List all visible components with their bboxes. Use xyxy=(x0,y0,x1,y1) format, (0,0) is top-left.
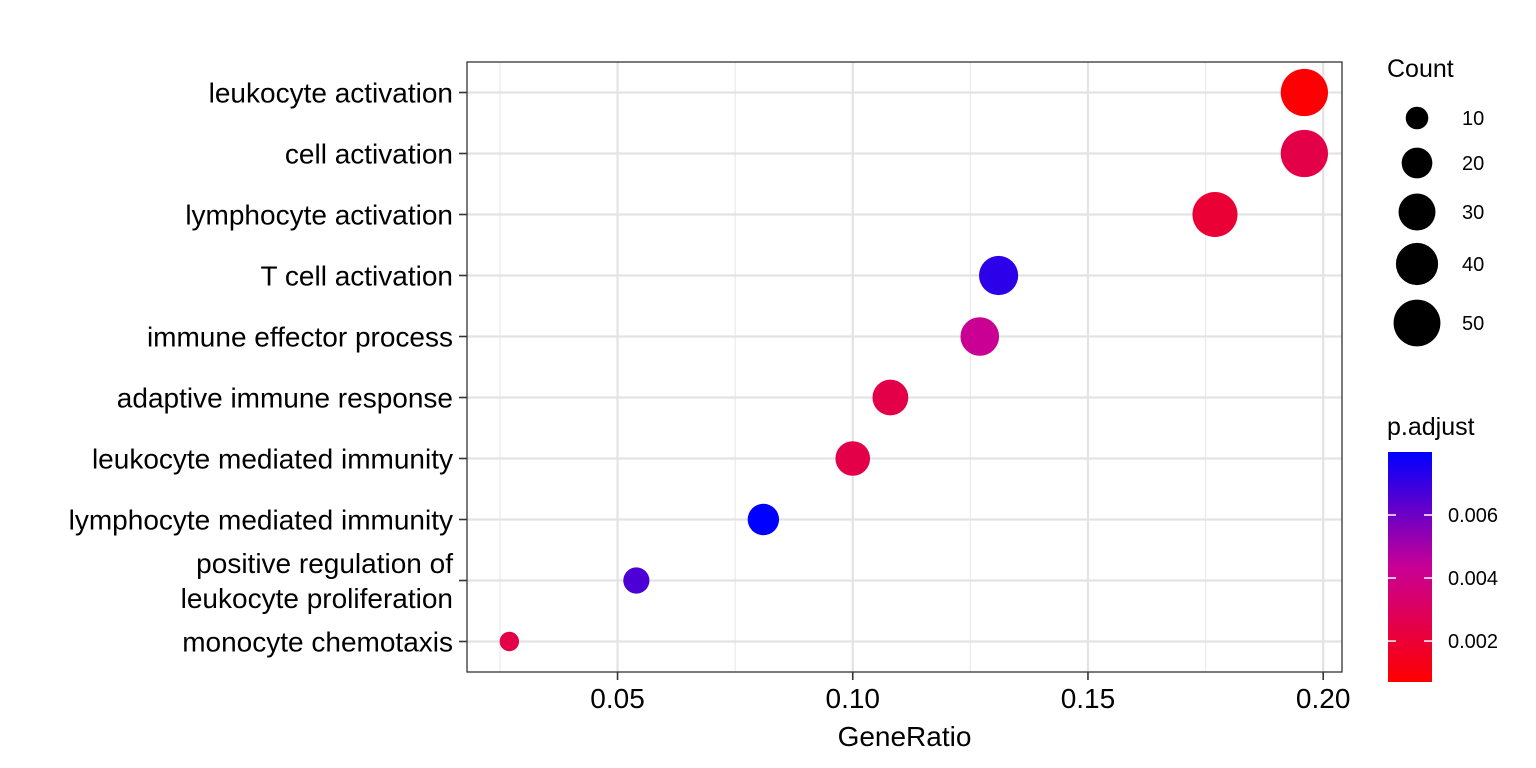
count-legend-label: 10 xyxy=(1462,108,1484,130)
data-point xyxy=(623,567,650,594)
data-point xyxy=(1192,191,1238,238)
data-point xyxy=(1280,129,1329,178)
y-category-label: leukocyte mediated immunity xyxy=(92,444,453,475)
x-tick-label: 0.20 xyxy=(1296,683,1351,714)
x-tick-label: 0.10 xyxy=(826,683,881,714)
y-category-label: lymphocyte activation xyxy=(185,200,453,231)
y-category-label: positive regulation of xyxy=(196,548,453,579)
y-category-label: leukocyte proliferation xyxy=(181,583,453,614)
count-legend-title: Count xyxy=(1387,55,1454,83)
y-axis: leukocyte activation cell activation lymph… xyxy=(69,78,467,658)
data-point xyxy=(1280,68,1329,117)
count-legend-label: 40 xyxy=(1462,254,1484,276)
count-legend-key xyxy=(1398,193,1436,231)
count-legend-key xyxy=(1405,106,1429,130)
y-category-label: monocyte chemotaxis xyxy=(182,627,453,658)
count-legend-label: 20 xyxy=(1462,153,1484,175)
data-point xyxy=(960,317,1000,356)
y-category-label: T cell activation xyxy=(261,261,453,292)
count-legend-key xyxy=(1395,242,1439,286)
x-tick-label: 0.05 xyxy=(590,683,645,714)
p-adjust-colorbar xyxy=(1388,452,1432,682)
count-legend: Count 10 20 30 40 50 xyxy=(1387,55,1484,347)
p-adjust-legend-label: 0.004 xyxy=(1448,568,1498,590)
x-tick-label: 0.15 xyxy=(1061,683,1116,714)
count-legend-label: 50 xyxy=(1462,313,1484,335)
data-point xyxy=(979,255,1019,296)
y-category-label: adaptive immune response xyxy=(117,383,453,414)
panel-border xyxy=(466,61,1343,673)
data-point xyxy=(499,631,520,652)
data-point xyxy=(835,441,871,476)
p-adjust-legend-title: p.adjust xyxy=(1387,413,1475,441)
y-category-label: cell activation xyxy=(285,139,453,170)
plot-panel xyxy=(467,62,1342,672)
count-legend-key xyxy=(1393,299,1441,347)
x-axis: 0.05 0.10 0.15 0.20 xyxy=(590,672,1350,714)
data-point xyxy=(872,379,909,416)
count-legend-key xyxy=(1401,147,1433,179)
count-legend-label: 30 xyxy=(1462,202,1484,224)
x-axis-title: GeneRatio xyxy=(838,721,972,752)
y-category-label: leukocyte activation xyxy=(209,78,453,109)
data-points xyxy=(499,68,1329,652)
y-category-label: lymphocyte mediated immunity xyxy=(69,505,453,536)
y-category-label: immune effector process xyxy=(147,322,453,353)
p-adjust-legend-label: 0.006 xyxy=(1448,505,1498,527)
p-adjust-legend: p.adjust 0.002 0.004 0.006 xyxy=(1387,413,1498,682)
data-point xyxy=(747,503,780,536)
p-adjust-legend-label: 0.002 xyxy=(1448,631,1498,653)
